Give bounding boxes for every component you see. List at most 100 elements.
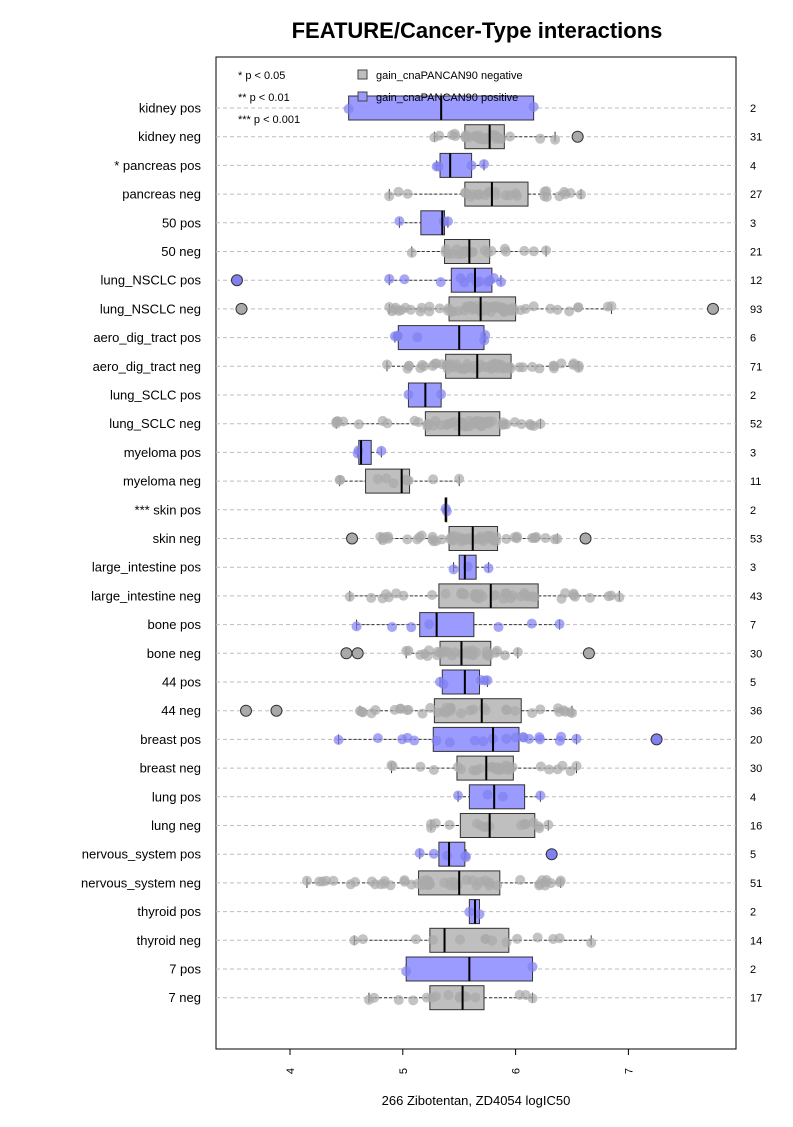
data-point xyxy=(381,473,392,484)
box-negative xyxy=(426,813,554,838)
row-label: nervous_system neg xyxy=(81,875,201,890)
row-count: 14 xyxy=(750,935,762,947)
row-label: nervous_system pos xyxy=(82,847,202,862)
row-label: 50 neg xyxy=(161,244,201,259)
data-point xyxy=(548,934,559,945)
data-point xyxy=(535,133,546,144)
data-point xyxy=(501,704,512,715)
row-count: 21 xyxy=(750,247,762,259)
box-positive xyxy=(394,210,453,236)
row-label: large_intestine pos xyxy=(92,560,202,575)
data-point xyxy=(405,304,416,315)
data-point xyxy=(540,532,551,543)
data-point xyxy=(514,362,525,373)
box-positive xyxy=(403,382,447,408)
row-label: lung_NSCLC neg xyxy=(100,301,201,316)
row-count: 43 xyxy=(750,591,762,603)
row-label: 44 neg xyxy=(161,703,201,718)
row-label: * pancreas pos xyxy=(114,158,201,173)
data-point xyxy=(501,733,512,744)
data-point xyxy=(479,159,490,170)
data-point xyxy=(392,331,403,342)
data-point xyxy=(366,592,377,603)
data-point xyxy=(544,764,555,775)
data-point xyxy=(521,590,532,601)
data-point xyxy=(565,766,576,777)
box-negative xyxy=(331,411,546,437)
data-point xyxy=(466,160,477,171)
data-point xyxy=(449,128,460,139)
row-label: thyroid pos xyxy=(137,904,201,919)
data-point xyxy=(512,646,523,657)
data-point xyxy=(505,593,516,604)
data-point xyxy=(568,590,579,601)
data-point xyxy=(466,247,477,258)
outlier-point xyxy=(582,647,595,660)
data-point xyxy=(514,989,525,1000)
data-point xyxy=(476,820,487,831)
box-negative xyxy=(334,468,465,494)
data-point xyxy=(344,591,355,602)
row-count: 17 xyxy=(750,993,762,1005)
data-point xyxy=(530,533,541,544)
box-negative xyxy=(235,296,719,322)
data-point xyxy=(473,593,484,604)
data-point xyxy=(448,564,459,575)
data-point xyxy=(372,733,383,744)
data-point xyxy=(393,995,404,1006)
significance-legend-item: * p < 0.05 xyxy=(238,70,285,82)
data-point xyxy=(372,473,383,484)
row-count: 93 xyxy=(750,304,762,316)
data-point xyxy=(564,306,575,317)
data-point xyxy=(549,361,560,372)
data-point xyxy=(497,417,508,428)
data-point xyxy=(492,762,503,773)
row-label: kidney pos xyxy=(139,101,202,116)
data-point xyxy=(446,531,457,542)
data-point xyxy=(493,622,504,633)
chart-title: FEATURE/Cancer-Type interactions xyxy=(292,18,663,43)
data-point xyxy=(532,932,543,943)
legend-swatch-negative xyxy=(357,69,368,80)
data-point xyxy=(535,734,546,745)
data-point xyxy=(422,874,433,885)
data-point xyxy=(519,245,530,256)
data-point xyxy=(412,332,423,343)
row-label: lung pos xyxy=(152,789,202,804)
x-axis-label: 266 Zibotentan, ZD4054 logIC50 xyxy=(382,1093,571,1108)
data-point xyxy=(432,646,443,657)
data-point xyxy=(515,874,526,885)
data-point xyxy=(527,708,538,719)
row-label: large_intestine neg xyxy=(91,588,201,603)
data-point xyxy=(479,245,490,256)
data-point xyxy=(438,216,449,227)
box-negative xyxy=(301,870,566,896)
row-label: myeloma pos xyxy=(124,445,202,460)
data-point xyxy=(475,421,486,432)
data-point xyxy=(442,850,453,861)
data-point xyxy=(434,130,445,141)
data-point xyxy=(429,358,440,369)
data-point xyxy=(446,361,457,372)
row-label: aero_dig_tract pos xyxy=(93,330,201,345)
data-point xyxy=(415,761,426,772)
box xyxy=(397,325,485,351)
data-point xyxy=(554,619,565,630)
data-point xyxy=(480,705,491,716)
legend-label-negative: gain_cnaPANCAN90 negative xyxy=(376,70,523,82)
data-point xyxy=(314,876,325,887)
data-point xyxy=(445,877,456,888)
outlier-point xyxy=(340,647,353,660)
data-point xyxy=(504,131,515,142)
row-count: 20 xyxy=(750,734,762,746)
outlier-point xyxy=(579,532,592,545)
data-point xyxy=(417,708,428,719)
data-point xyxy=(453,790,464,801)
data-point xyxy=(388,478,399,489)
data-point xyxy=(534,880,545,891)
data-point xyxy=(398,590,409,601)
outlier-point xyxy=(351,647,364,660)
data-point xyxy=(510,705,521,716)
significance-legend-item: ** p < 0.01 xyxy=(238,92,290,104)
